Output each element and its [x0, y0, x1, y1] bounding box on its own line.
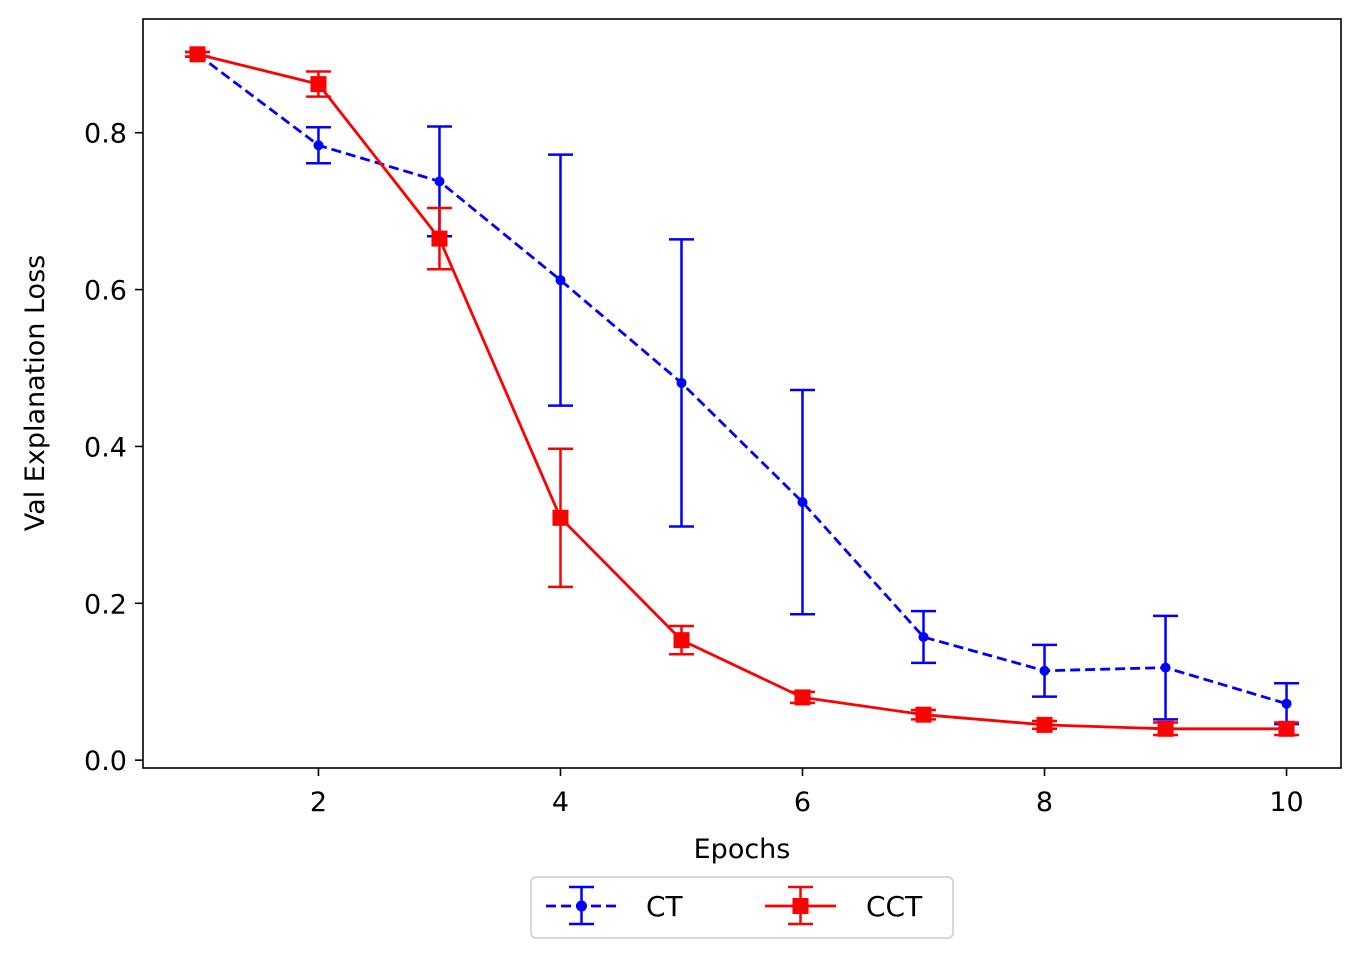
series-cct-point — [794, 689, 811, 706]
y-tick-label: 0.8 — [84, 119, 127, 150]
legend-ct-label: CT — [646, 890, 684, 923]
series-cct-point — [552, 509, 569, 526]
series-ct-point — [555, 275, 566, 286]
series-ct-point — [676, 377, 687, 388]
series-ct-point — [797, 497, 808, 508]
x-tick-label: 2 — [310, 787, 327, 818]
series-ct-point — [1281, 698, 1292, 709]
legend-frame — [530, 876, 954, 939]
x-tick-label: 8 — [1036, 787, 1053, 818]
series-cct — [184, 46, 1300, 737]
legend: CT CCT — [530, 876, 954, 939]
series-ct-point — [434, 176, 445, 187]
plot-frame — [142, 18, 1342, 769]
series-cct-point — [1278, 720, 1295, 737]
series-cct-point — [189, 46, 206, 63]
series-cct-point — [1036, 716, 1053, 733]
x-axis: 2 4 6 8 10 — [310, 768, 1304, 818]
series-cct-point — [1157, 720, 1174, 737]
x-tick-label: 10 — [1269, 787, 1303, 818]
y-tick-label: 0.6 — [84, 276, 127, 307]
series-cct-point — [310, 76, 327, 93]
series-cct-point — [915, 706, 932, 723]
y-tick-label: 0.2 — [84, 589, 127, 620]
x-tick-label: 4 — [552, 787, 569, 818]
y-tick-label: 0.0 — [84, 746, 127, 777]
legend-item-ct: CT — [546, 885, 684, 926]
series-cct-line — [197, 52, 1287, 731]
legend-item-cct: CCT — [765, 885, 923, 926]
x-tick-label: 6 — [794, 787, 811, 818]
y-tick-label: 0.4 — [84, 432, 127, 463]
legend-cct-label: CCT — [866, 890, 923, 923]
series-ct-point — [1039, 665, 1050, 676]
y-axis: 0.0 0.2 0.4 0.6 0.8 — [84, 119, 143, 777]
legend-ct-marker — [576, 900, 587, 912]
legend-cct-marker — [792, 898, 809, 914]
series-cct-point — [431, 230, 448, 247]
series-cct-point — [673, 632, 690, 649]
x-axis-label: Epochs — [694, 834, 791, 865]
series-ct-point — [1160, 662, 1171, 673]
series-ct-point — [918, 632, 929, 643]
y-axis-label: Val Explanation Loss — [20, 255, 51, 531]
plot-area — [184, 46, 1300, 737]
series-ct-point — [313, 140, 324, 151]
